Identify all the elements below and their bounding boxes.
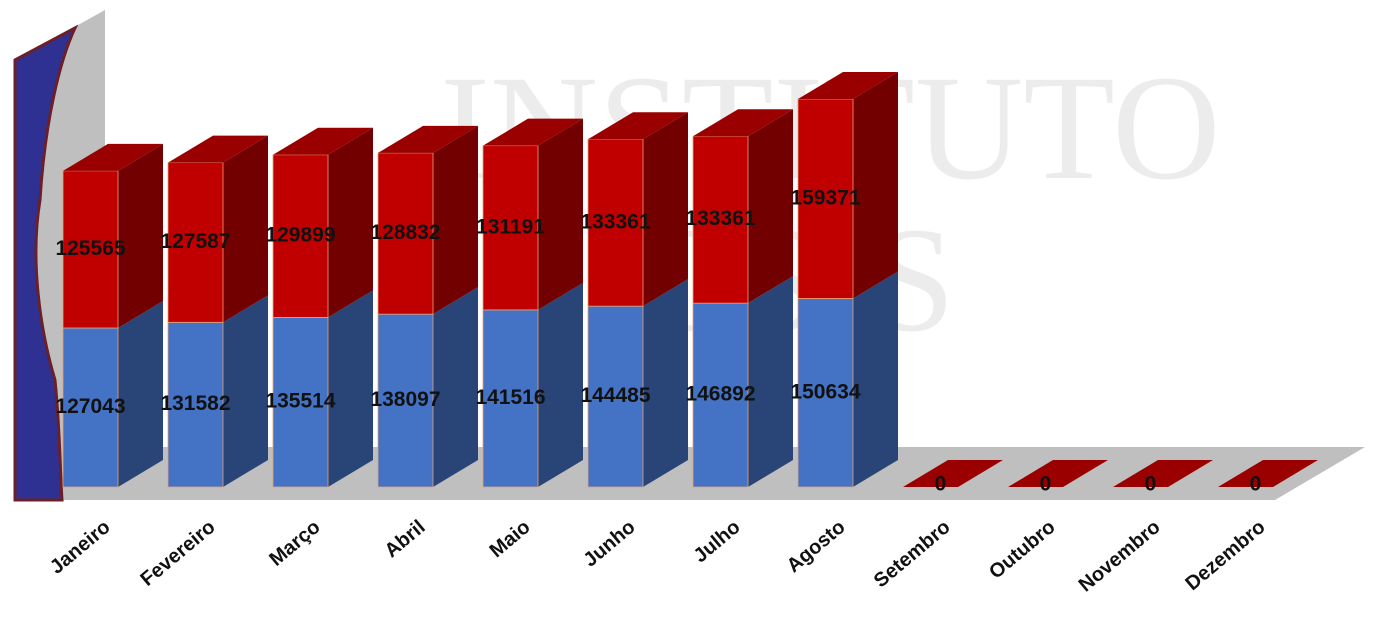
bar-side — [433, 287, 478, 487]
bar-side — [223, 135, 268, 323]
bar — [377, 152, 434, 315]
data-label: 135514 — [265, 390, 335, 413]
bar-top — [273, 127, 373, 155]
bar-top — [1008, 460, 1108, 487]
data-label: 138097 — [370, 388, 440, 411]
data-label: 146892 — [685, 383, 755, 406]
bar-side — [748, 276, 793, 487]
x-tick-label: Janeiro — [46, 516, 115, 579]
x-tick-label: Abril — [381, 516, 430, 562]
bar-top — [1218, 460, 1318, 487]
data-label: 0 — [935, 473, 947, 496]
bar-top — [903, 460, 1003, 487]
bar — [797, 98, 854, 299]
bar-side — [643, 279, 688, 487]
bar-side — [328, 127, 373, 318]
bar-top — [693, 109, 793, 137]
bar-side — [328, 290, 373, 487]
x-tick-label: Junho — [580, 516, 640, 571]
bar-top — [378, 125, 478, 153]
data-label: 133361 — [580, 210, 650, 233]
data-label: 128832 — [370, 221, 440, 244]
bar-side — [643, 112, 688, 307]
bar-side — [538, 118, 583, 310]
bar — [692, 302, 749, 488]
data-label: 159371 — [790, 186, 860, 209]
bar — [482, 145, 539, 311]
x-tick-label: Novembro — [1075, 516, 1165, 596]
x-tick-label: Agosto — [783, 516, 850, 577]
x-tick-label: Fevereiro — [136, 516, 219, 591]
bar-side — [853, 271, 898, 487]
bar-top — [483, 118, 583, 146]
bar-side — [853, 72, 898, 299]
x-tick-label: Julho — [690, 516, 745, 567]
bar — [587, 305, 644, 488]
bar-side — [118, 300, 163, 487]
data-label: 131582 — [160, 392, 230, 415]
bar-top — [588, 112, 688, 140]
data-label: 0 — [1250, 473, 1262, 496]
data-label: 131191 — [476, 215, 545, 238]
x-tick-label: Dezembro — [1181, 516, 1269, 595]
data-label: 129899 — [265, 224, 335, 247]
bar-top — [168, 135, 268, 163]
bar — [272, 316, 329, 488]
data-label: 141516 — [475, 386, 545, 409]
bar-top — [63, 143, 163, 171]
bar-side — [538, 282, 583, 487]
data-label: 127043 — [55, 395, 125, 418]
bar — [272, 154, 329, 318]
left-wall — [13, 24, 79, 502]
data-label: 150634 — [790, 380, 860, 403]
x-tick-label: Março — [265, 516, 324, 571]
bar-top — [1113, 460, 1213, 487]
bar — [587, 138, 644, 307]
data-label: 0 — [1145, 473, 1157, 496]
x-tick-label: Setembro — [870, 516, 955, 592]
bar-side — [223, 295, 268, 487]
bar — [62, 170, 119, 329]
bar — [377, 313, 434, 488]
x-tick-label: Outubro — [985, 516, 1060, 584]
bar-side — [118, 143, 163, 328]
data-label: 144485 — [580, 384, 650, 407]
bar — [692, 135, 749, 304]
x-tick-label: Maio — [486, 516, 535, 562]
data-label: 133361 — [685, 207, 755, 230]
data-label: 127587 — [160, 230, 230, 253]
bar-side — [433, 125, 478, 315]
bar — [62, 327, 119, 488]
bar-top — [798, 72, 898, 99]
bar — [797, 298, 854, 488]
bar — [482, 309, 539, 488]
data-label: 125565 — [55, 237, 125, 260]
bar-side — [748, 109, 793, 304]
data-label: 0 — [1040, 473, 1052, 496]
